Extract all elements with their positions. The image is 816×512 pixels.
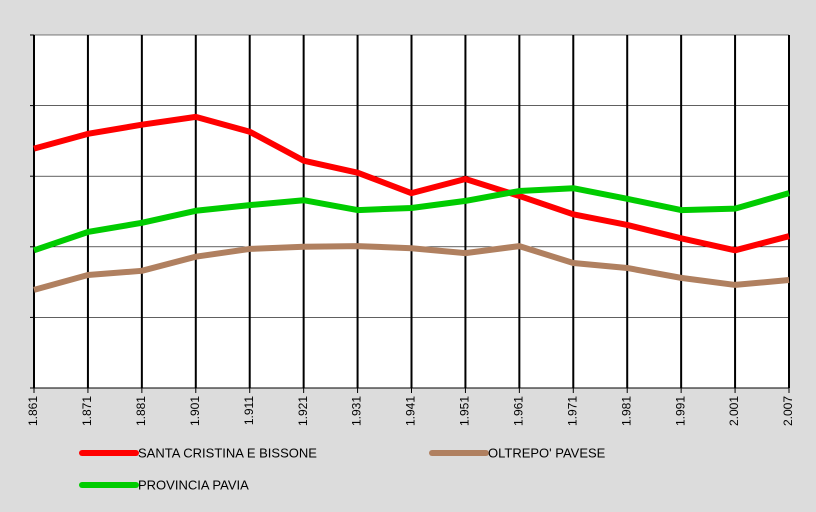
series-line bbox=[33, 185, 790, 254]
x-tick-label: 1.911 bbox=[242, 396, 256, 425]
x-tick-label: 1.931 bbox=[350, 396, 364, 426]
x-tick-label: 1.941 bbox=[404, 396, 418, 426]
x-tick-label: 1.991 bbox=[673, 396, 687, 426]
x-tick-label: 1.861 bbox=[26, 396, 40, 426]
legend-label: OLTREPO' PAVESE bbox=[488, 445, 606, 460]
series-line bbox=[33, 113, 790, 254]
x-tick-label: 1.881 bbox=[134, 396, 148, 426]
legend-label: PROVINCIA PAVIA bbox=[138, 477, 249, 492]
x-tick-label: 2.001 bbox=[727, 396, 741, 426]
x-tick-label: 1.961 bbox=[512, 396, 526, 426]
x-tick-label: 2.007 bbox=[781, 396, 795, 426]
x-tick-label: 1.971 bbox=[565, 396, 579, 426]
x-tick-label: 1.871 bbox=[80, 396, 94, 426]
x-tick-label: 1.901 bbox=[188, 396, 202, 426]
x-tick-label: 1.951 bbox=[458, 396, 472, 426]
series-line bbox=[33, 243, 790, 293]
x-tick-label: 1.921 bbox=[296, 396, 310, 426]
legend-label: SANTA CRISTINA E BISSONE bbox=[138, 445, 317, 460]
x-tick-label: 1.981 bbox=[619, 396, 633, 426]
